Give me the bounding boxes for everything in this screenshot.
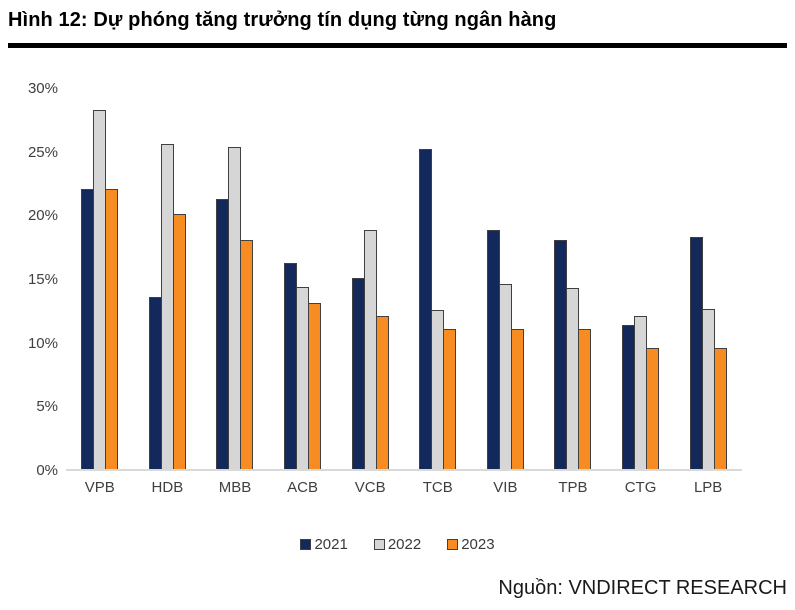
bar-2023-tpb xyxy=(578,328,592,469)
x-axis-label-vcb: VCB xyxy=(354,479,386,496)
bar-2023-hdb xyxy=(172,214,186,469)
x-axis-label-hdb: HDB xyxy=(151,479,184,496)
title-divider xyxy=(8,43,787,48)
chart-legend: 2021 2022 2023 xyxy=(0,536,795,553)
legend-label-2023: 2023 xyxy=(461,536,495,553)
x-axis-label-vib: VIB xyxy=(493,479,518,496)
bar-2023-acb xyxy=(308,303,322,469)
bar-group-vib: VIB xyxy=(486,89,524,496)
y-axis-tick-label: 25% xyxy=(27,143,58,161)
y-axis-tick-label: 15% xyxy=(27,271,58,288)
y-axis-tick-label: 20% xyxy=(27,207,58,225)
source-text: Nguồn: VNDIRECT RESEARCH xyxy=(498,577,787,599)
bar-chart: 0% 5% 10% 15% 20% 25% 30% VPB HDB MBB ACB VCB TCB VI… xyxy=(0,76,795,506)
bar-group-tcb: TCB xyxy=(419,89,457,496)
y-axis-tick-label: 10% xyxy=(27,334,58,352)
bar-2023-ctg xyxy=(646,348,660,469)
y-axis-tick-label: 5% xyxy=(36,398,58,416)
bar-2023-lpb xyxy=(713,348,727,469)
legend-item-2021: 2021 xyxy=(300,536,348,553)
bar-2023-vib xyxy=(510,328,524,469)
legend-label-2021: 2021 xyxy=(314,536,348,553)
legend-item-2022: 2022 xyxy=(373,536,422,553)
bar-group-mbb: MBB xyxy=(216,89,254,496)
source-row: Nguồn: VNDIRECT RESEARCH xyxy=(0,577,787,600)
bar-2023-vpb xyxy=(105,188,119,469)
bar-2023-mbb xyxy=(240,239,254,469)
bar-group-lpb: LPB xyxy=(689,89,727,496)
bar-group-acb: ACB xyxy=(284,89,322,496)
bar-group-hdb: HDB xyxy=(148,89,186,496)
bar-2023-tcb xyxy=(443,328,457,469)
bar-group-tpb: TPB xyxy=(554,89,592,496)
legend-label-2022: 2022 xyxy=(387,536,422,553)
x-axis-label-lpb: LPB xyxy=(693,479,723,496)
bar-group-ctg: CTG xyxy=(622,89,660,496)
plot-area: VPB HDB MBB ACB VCB TCB VIB TPB CTG LPB xyxy=(66,89,742,496)
x-axis-label-ctg: CTG xyxy=(624,479,657,496)
bar-2023-vcb xyxy=(375,316,389,469)
y-axis-tick-label: 0% xyxy=(36,462,58,479)
bar-2021-tcb xyxy=(419,149,433,469)
x-axis-label-vpb: VPB xyxy=(84,479,115,496)
x-axis-label-acb: ACB xyxy=(287,479,318,496)
figure-title: Hình 12: Dự phóng tăng trưởng tín dụng t… xyxy=(8,9,557,31)
legend-swatch-2021 xyxy=(300,539,312,550)
bar-group-vpb: VPB xyxy=(81,89,119,496)
legend-swatch-2023 xyxy=(447,539,459,550)
y-axis-tick-label: 30% xyxy=(27,80,58,97)
legend-item-2023: 2023 xyxy=(447,536,495,553)
legend-swatch-2022 xyxy=(373,539,385,550)
x-axis-label-mbb: MBB xyxy=(218,479,252,496)
x-axis-label-tpb: TPB xyxy=(558,479,588,496)
bar-group-vcb: VCB xyxy=(351,89,389,496)
figure-header: Hình 12: Dự phóng tăng trưởng tín dụng t… xyxy=(0,0,795,48)
x-axis-label-tcb: TCB xyxy=(422,479,453,496)
